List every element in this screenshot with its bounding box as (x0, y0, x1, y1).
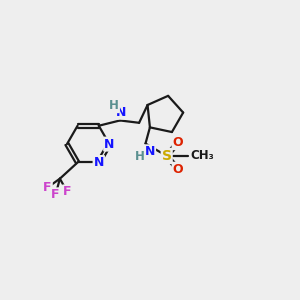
Text: N: N (116, 106, 127, 119)
Text: S: S (162, 149, 172, 163)
Text: N: N (104, 138, 115, 151)
Text: H: H (109, 99, 119, 112)
Text: F: F (43, 181, 52, 194)
Text: F: F (63, 185, 71, 198)
Text: N: N (145, 145, 155, 158)
Text: N: N (94, 156, 104, 169)
Text: O: O (172, 136, 183, 149)
Text: O: O (172, 163, 183, 176)
Text: F: F (51, 188, 60, 201)
Text: H: H (135, 150, 145, 163)
Text: CH₃: CH₃ (190, 149, 214, 162)
